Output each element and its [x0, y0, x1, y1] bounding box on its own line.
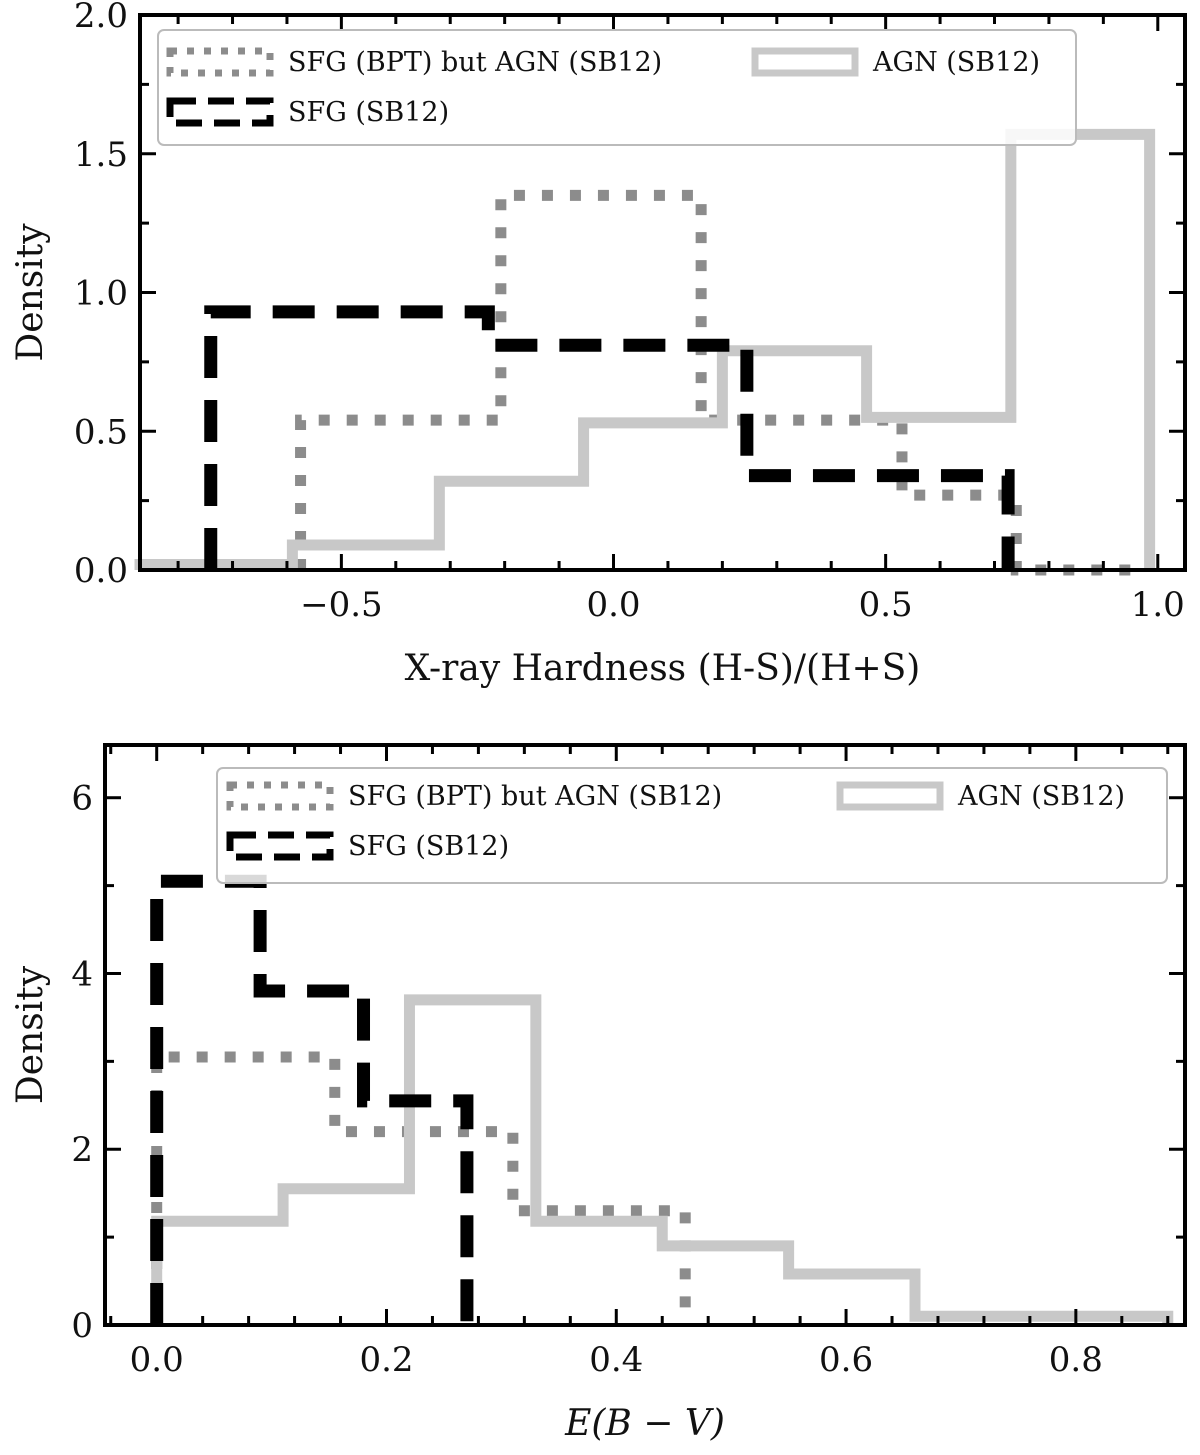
hardness-histogram-panel: −0.5 0.0 0.5 1.0 0.0 0.5 1.0 1.5 2.0 X-ray Hardne…: [10, 0, 1187, 689]
histogram-bin: [157, 1221, 283, 1325]
legend-box: [216, 767, 1168, 884]
histogram-bin: [701, 420, 902, 570]
histogram-bin: [747, 476, 1008, 570]
tick-marks: [140, 13, 1185, 572]
series-solid: [151, 994, 1174, 1325]
legend: SFG (BPT) but AGN (SB12) AGN (SB12) SFG (S…: [157, 29, 1077, 146]
x-tick-label: 0.0: [586, 585, 640, 625]
histogram-bin: [501, 195, 701, 570]
legend-handle-dotted: [226, 781, 334, 811]
legend-entry: SFG (SB12): [166, 97, 449, 128]
histogram-bin: [536, 1221, 662, 1325]
histogram-bin: [283, 1189, 409, 1325]
histogram-bin: [1011, 134, 1150, 570]
histogram-step-line: [150, 874, 474, 1325]
series-dashed: [150, 874, 474, 1325]
x-axis-label: E(B − V): [564, 1403, 725, 1444]
legend-handle-dotted: [166, 47, 274, 77]
histogram-bin: [211, 312, 489, 570]
x-tick-label: 0.4: [589, 1340, 643, 1380]
y-tick-label: 0.0: [74, 551, 128, 591]
plot-frame: [103, 743, 1187, 1327]
histogram-bin: [335, 1132, 513, 1325]
legend-entry: AGN (SB12): [836, 781, 1125, 812]
histogram-step-line: [295, 189, 1131, 576]
y-axis-label: Density: [10, 223, 51, 362]
histogram-step-line: [134, 128, 1156, 570]
x-axis-label: X-ray Hardness (H-S)/(H+S): [405, 648, 921, 689]
y-tick-label: 4: [71, 954, 93, 994]
legend-label: SFG (SB12): [288, 97, 449, 128]
legend-label: SFG (BPT) but AGN (SB12): [348, 781, 722, 812]
ebv-histogram-panel: 0.0 0.2 0.4 0.6 0.8 0 2 4 6 E(B − V) Density SFG (B…: [10, 743, 1187, 1444]
y-axis-label: Density: [10, 965, 51, 1104]
histogram-bin: [439, 481, 583, 570]
histogram-bin: [902, 495, 1016, 570]
series-solid: [134, 128, 1156, 570]
legend-entry: AGN (SB12): [751, 47, 1040, 78]
series-dashed: [204, 305, 1015, 570]
legend-handle-dashed: [226, 831, 334, 861]
legend-label: AGN (SB12): [872, 47, 1040, 78]
legend-entry: SFG (SB12): [226, 831, 509, 862]
legend-label: SFG (BPT) but AGN (SB12): [288, 47, 662, 78]
histogram-step-line: [151, 994, 1174, 1325]
histogram-bin: [867, 417, 1011, 570]
x-tick-label: 0.2: [359, 1340, 413, 1380]
legend-label: AGN (SB12): [957, 781, 1125, 812]
x-tick-label: −0.5: [300, 585, 383, 625]
legend-entry: SFG (BPT) but AGN (SB12): [226, 781, 722, 812]
legend-entry: SFG (BPT) but AGN (SB12): [166, 47, 662, 78]
y-tick-label: 1.0: [74, 274, 128, 314]
y-tick-label: 6: [71, 779, 93, 819]
legend: SFG (BPT) but AGN (SB12) AGN (SB12) SFG (S…: [216, 767, 1168, 884]
series-dotted: [295, 189, 1131, 576]
y-tick-label: 0: [71, 1306, 93, 1346]
x-tick-label: 0.5: [859, 585, 913, 625]
legend-handle-dashed: [166, 97, 274, 127]
histogram-bin: [488, 345, 747, 570]
legend-handle-solid: [836, 781, 944, 811]
y-tick-label: 0.5: [74, 412, 128, 452]
histogram-bin: [157, 881, 260, 1325]
legend-box: [157, 29, 1077, 146]
tick-marks: [105, 745, 1185, 1327]
x-tick-label: 0.8: [1049, 1340, 1103, 1380]
histogram-bin: [584, 423, 723, 570]
y-tick-label: 2: [71, 1130, 93, 1170]
legend-label: SFG (SB12): [348, 831, 509, 862]
legend-handle-solid: [751, 47, 859, 77]
histogram-step-line: [204, 305, 1015, 570]
histogram-bin: [789, 1274, 915, 1325]
histogram-bin: [260, 991, 363, 1325]
histogram-bin: [662, 1246, 788, 1325]
y-tick-label: 2.0: [74, 0, 128, 36]
x-tick-label: 0.0: [130, 1340, 184, 1380]
x-tick-label: 0.6: [819, 1340, 873, 1380]
y-tick-label: 1.5: [74, 135, 128, 175]
x-tick-label: 1.0: [1131, 585, 1185, 625]
